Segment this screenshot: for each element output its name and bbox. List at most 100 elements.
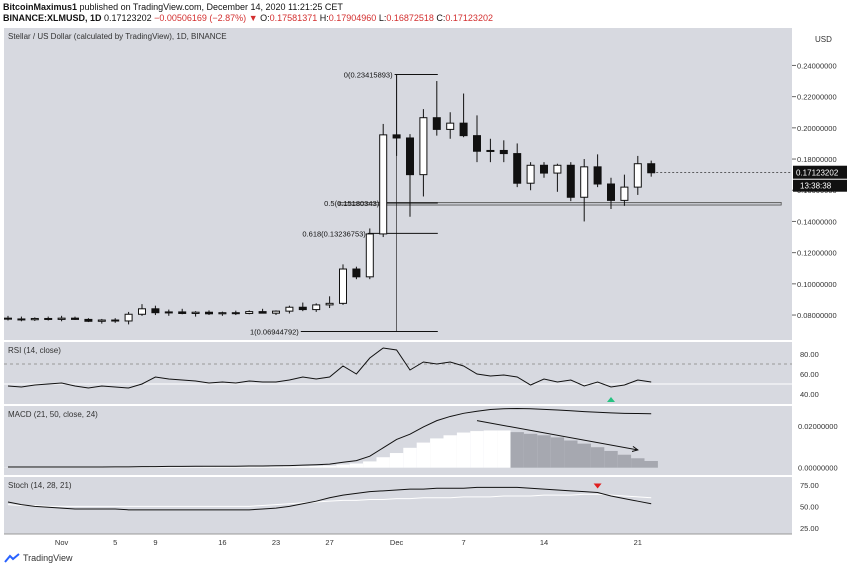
main-y-tick-label: 0.12000000 [797, 249, 837, 258]
candle-up [419, 117, 428, 176]
candle-down [44, 317, 53, 320]
candle-down [205, 311, 213, 315]
candle-up [57, 317, 66, 320]
price-change: −0.00506169 (−2.87%) [154, 13, 247, 23]
macd-histogram-bar [336, 464, 350, 468]
tradingview-logo-icon [4, 553, 20, 563]
candle-up [620, 186, 629, 201]
x-tick-label: 9 [153, 538, 157, 547]
main-y-tick-label: 0.20000000 [797, 124, 837, 133]
candle-up [446, 122, 455, 130]
stoch-d-line [7, 493, 652, 507]
candle-down [258, 311, 267, 314]
macd-histogram-bar [188, 467, 203, 468]
candle-up [97, 319, 106, 322]
author-name[interactable]: BitcoinMaximus1 [3, 2, 78, 12]
stoch-panel-bg [4, 477, 792, 534]
open-value: 0.17581371 [269, 13, 318, 23]
macd-histogram-bar [269, 466, 283, 468]
macd-y-tick-label: 0.00000000 [798, 464, 838, 473]
macd-histogram-bar [430, 438, 444, 468]
x-tick-label: 23 [272, 538, 280, 547]
candle-down [4, 317, 12, 320]
candle-down [473, 135, 481, 152]
close-value: 0.17123202 [445, 13, 493, 23]
macd-histogram-bar [483, 430, 498, 468]
chart-area[interactable]: Stellar / US Dollar (calculated by Tradi… [0, 26, 850, 550]
macd-histogram-bar [456, 432, 471, 468]
candle-down [151, 308, 160, 314]
open-label: O: [260, 13, 270, 23]
publish-text: published on TradingView.com, December 1… [79, 2, 343, 12]
macd-histogram-bar [376, 457, 390, 468]
x-tick-label: 21 [634, 538, 642, 547]
candle-down [540, 164, 548, 174]
main-y-tick-label: 0.14000000 [797, 217, 837, 226]
macd-histogram-bar [389, 453, 404, 468]
currency-label: USD [815, 35, 832, 44]
macd-y-tick-label: 0.02000000 [798, 422, 838, 431]
candle-up [365, 233, 374, 278]
candle-up [138, 308, 146, 315]
macd-histogram-bar [443, 435, 457, 468]
candle-down [84, 318, 93, 322]
macd-histogram-bar [148, 467, 163, 468]
rsi-y-tick-label: 40.00 [800, 390, 819, 399]
candle-up [379, 134, 388, 235]
low-value: 0.16872518 [386, 13, 434, 23]
candle-up [285, 306, 294, 312]
support-zone [338, 202, 782, 206]
x-tick-label: 14 [540, 538, 548, 547]
candle-up [218, 312, 227, 315]
fib-level-label: 0(0.23415893) [344, 71, 393, 80]
macd-histogram-bar [564, 440, 578, 468]
candle-down [459, 122, 468, 137]
stoch-y-tick-label: 25.00 [800, 524, 819, 533]
rsi-buy-arrow-icon [607, 397, 615, 402]
macd-histogram-bar [470, 431, 484, 468]
macd-histogram-bar [590, 447, 605, 468]
macd-histogram-bar [349, 463, 364, 468]
candle-down [432, 117, 441, 130]
stoch-sell-arrow-icon [593, 483, 602, 489]
x-tick-label: 27 [325, 538, 333, 547]
main-y-tick-label: 0.22000000 [797, 93, 837, 102]
macd-histogram-bar [617, 454, 632, 468]
high-value: 0.17904960 [328, 13, 377, 23]
candle-up [325, 302, 334, 306]
x-tick-label: Dec [390, 538, 404, 547]
footer-brand[interactable]: TradingView [23, 553, 73, 563]
last-price-tag-text: 0.17123202 [796, 169, 839, 178]
candle-down [406, 137, 414, 176]
last-price: 0.17123202 [104, 13, 152, 23]
down-triangle-icon: ▼ [248, 13, 258, 23]
macd-histogram-bar [604, 450, 618, 468]
candle-up [124, 313, 133, 322]
stoch-title: Stoch (14, 28, 21) [8, 481, 72, 490]
macd-histogram-bar [255, 466, 270, 468]
stoch-y-tick-label: 75.00 [800, 481, 819, 490]
macd-histogram-bar [537, 435, 551, 468]
macd-histogram-bar [162, 467, 176, 468]
candle-down [111, 319, 120, 322]
candle-up [164, 311, 173, 314]
main-panel-bg [4, 28, 792, 340]
low-label: L: [378, 13, 387, 23]
last-price-tag [793, 165, 847, 179]
candle-down [392, 134, 401, 139]
rsi-y-tick-label: 80.00 [800, 350, 819, 359]
symbol-info: BINANCE:XLMUSD, 1D 0.17123202 −0.0050616… [3, 13, 493, 23]
fib-level-label: 1(0.06944792) [250, 328, 299, 337]
main-y-tick-label: 0.24000000 [797, 61, 837, 70]
candle-up [339, 268, 347, 304]
candle-up [486, 149, 495, 152]
macd-title: MACD (21, 50, close, 24) [8, 410, 98, 419]
countdown-text: 13:38:38 [800, 182, 832, 191]
macd-histogram-bar [309, 466, 323, 468]
candle-down [71, 317, 79, 320]
candle-down [178, 311, 187, 314]
candle-down [566, 164, 575, 198]
candle-down [593, 166, 602, 185]
candle-up [312, 304, 321, 311]
candle-up [30, 317, 39, 321]
